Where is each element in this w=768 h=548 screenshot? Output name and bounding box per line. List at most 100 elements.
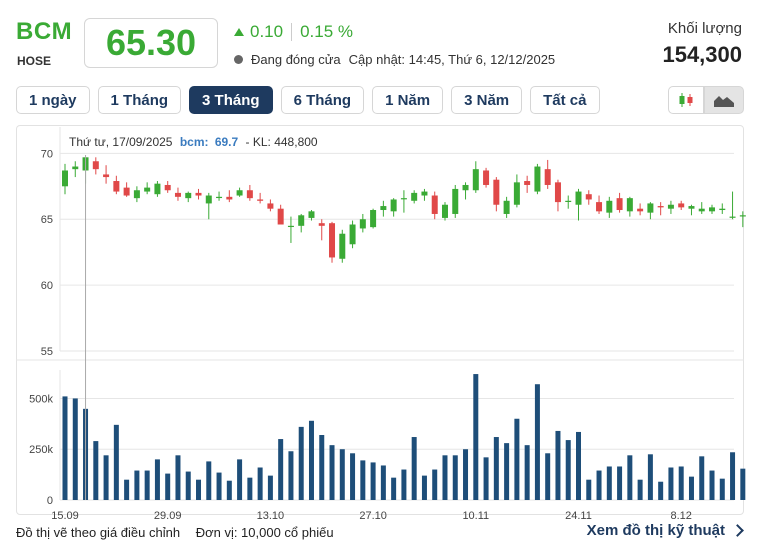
date-tick-label: 15.09 (51, 510, 79, 522)
exchange-label: HOSE (17, 54, 52, 68)
candle-body (719, 208, 726, 211)
candle-body (513, 182, 520, 205)
volume-bar (411, 437, 417, 500)
technical-chart-link-label: Xem đồ thị kỹ thuật (586, 522, 725, 539)
time-range-tabs: 1 ngày 1 Tháng 3 Tháng 6 Tháng 1 Năm 3 N… (16, 86, 608, 114)
volume-bar (267, 475, 273, 500)
volume-bar (658, 481, 664, 500)
candle-body (400, 198, 407, 200)
candle-body (72, 166, 79, 170)
volume-bar (319, 435, 325, 500)
volume-bar (647, 454, 653, 500)
price-axis: 70 65 60 55 (41, 148, 53, 358)
tab-3-months[interactable]: 3 Tháng (189, 86, 273, 114)
candle-body (678, 203, 685, 208)
volume-bar (154, 459, 160, 500)
price-tick-label: 60 (41, 280, 53, 292)
date-tick-label: 24.11 (565, 510, 592, 522)
candle-body (421, 191, 428, 196)
candle-body (616, 198, 623, 211)
candle-body (441, 204, 448, 218)
volume-bar (237, 459, 243, 500)
volume-bar (350, 453, 356, 500)
volume-bar (124, 479, 130, 500)
volume-bar (493, 437, 499, 500)
candle-body (472, 169, 479, 191)
volume-bar (740, 468, 746, 500)
volume-bar (668, 467, 674, 500)
volume-bar (370, 462, 376, 500)
price-tick-label: 55 (41, 346, 53, 358)
technical-chart-link[interactable]: Xem đồ thị kỹ thuật (586, 522, 744, 539)
tab-1-day[interactable]: 1 ngày (16, 86, 90, 114)
candle-body (657, 206, 664, 208)
volume-bar (113, 424, 119, 500)
candle-body (144, 187, 151, 192)
candle-body (287, 225, 294, 228)
candle-body (123, 187, 130, 196)
market-status: Đang đóng cửa Cập nhật: 14:45, Thứ 6, 12… (234, 52, 555, 67)
tab-3-years[interactable]: 3 Năm (451, 86, 523, 114)
candle-body (637, 208, 644, 212)
candle-body (626, 198, 633, 212)
candle-body (103, 174, 110, 178)
volume-bar (206, 461, 212, 500)
area-chart-icon (714, 96, 734, 107)
tab-all[interactable]: Tất cả (530, 86, 600, 114)
volume-bar (278, 439, 284, 500)
volume-bar (596, 470, 602, 500)
candle-body (380, 206, 387, 211)
candle-body (236, 190, 243, 196)
volume-bar (709, 470, 715, 500)
update-time: Cập nhật: 14:45, Thứ 6, 12/12/2025 (348, 52, 556, 67)
candle-body (554, 182, 561, 203)
candle-body (698, 208, 705, 212)
volume-bar (103, 455, 109, 500)
volume-tick-label: 0 (47, 495, 53, 507)
date-tick-label: 10.11 (462, 510, 489, 522)
candle-body (133, 190, 140, 199)
tab-1-year[interactable]: 1 Năm (372, 86, 444, 114)
volume-bar (452, 455, 458, 500)
tab-1-month[interactable]: 1 Tháng (97, 86, 182, 114)
candle-body (370, 210, 377, 228)
current-price: 65.30 (84, 18, 218, 68)
volume-bar (298, 426, 304, 500)
tooltip-date: Thứ tư, 17/09/2025 (69, 135, 173, 149)
volume-bar (524, 445, 530, 500)
candle-body (462, 184, 469, 191)
volume-bar (391, 477, 397, 500)
change-percent: 0.15 % (300, 22, 354, 41)
volume-bar (483, 457, 489, 500)
area-chart-button[interactable] (704, 86, 744, 114)
volume-bar (699, 456, 705, 500)
volume-bar (473, 374, 479, 500)
candle-body (216, 196, 223, 199)
candlestick-chart-button[interactable] (668, 86, 704, 114)
candle-body (739, 215, 746, 217)
candle-body (195, 192, 202, 196)
candle-body (349, 224, 356, 245)
volume-bar (432, 469, 438, 500)
date-tick-label: 8.12 (670, 510, 691, 522)
volume-bar (134, 470, 140, 500)
volume-bar (586, 479, 592, 500)
tab-6-months[interactable]: 6 Tháng (280, 86, 365, 114)
volume-bar (617, 466, 623, 500)
price-tick-label: 65 (41, 214, 53, 226)
volume-bar (247, 477, 253, 500)
status-dot-icon (234, 55, 243, 64)
adjusted-price-note: Đồ thị vẽ theo giá điều chỉnh (16, 525, 181, 540)
volume-bar (144, 470, 150, 500)
candle-body (174, 192, 181, 197)
unit-note: Đơn vị: 10,000 cổ phiếu (195, 525, 334, 540)
candle-body (318, 223, 325, 226)
candle-body (277, 208, 284, 225)
candle-body (359, 219, 366, 229)
volume-axis: 500k 250k 0 (29, 393, 53, 507)
volume-bar (565, 440, 571, 500)
price-tick-label: 70 (41, 148, 53, 160)
tooltip-series: bcm: (180, 135, 209, 149)
candle-body (483, 170, 490, 185)
date-tick-label: 13.10 (257, 510, 285, 522)
